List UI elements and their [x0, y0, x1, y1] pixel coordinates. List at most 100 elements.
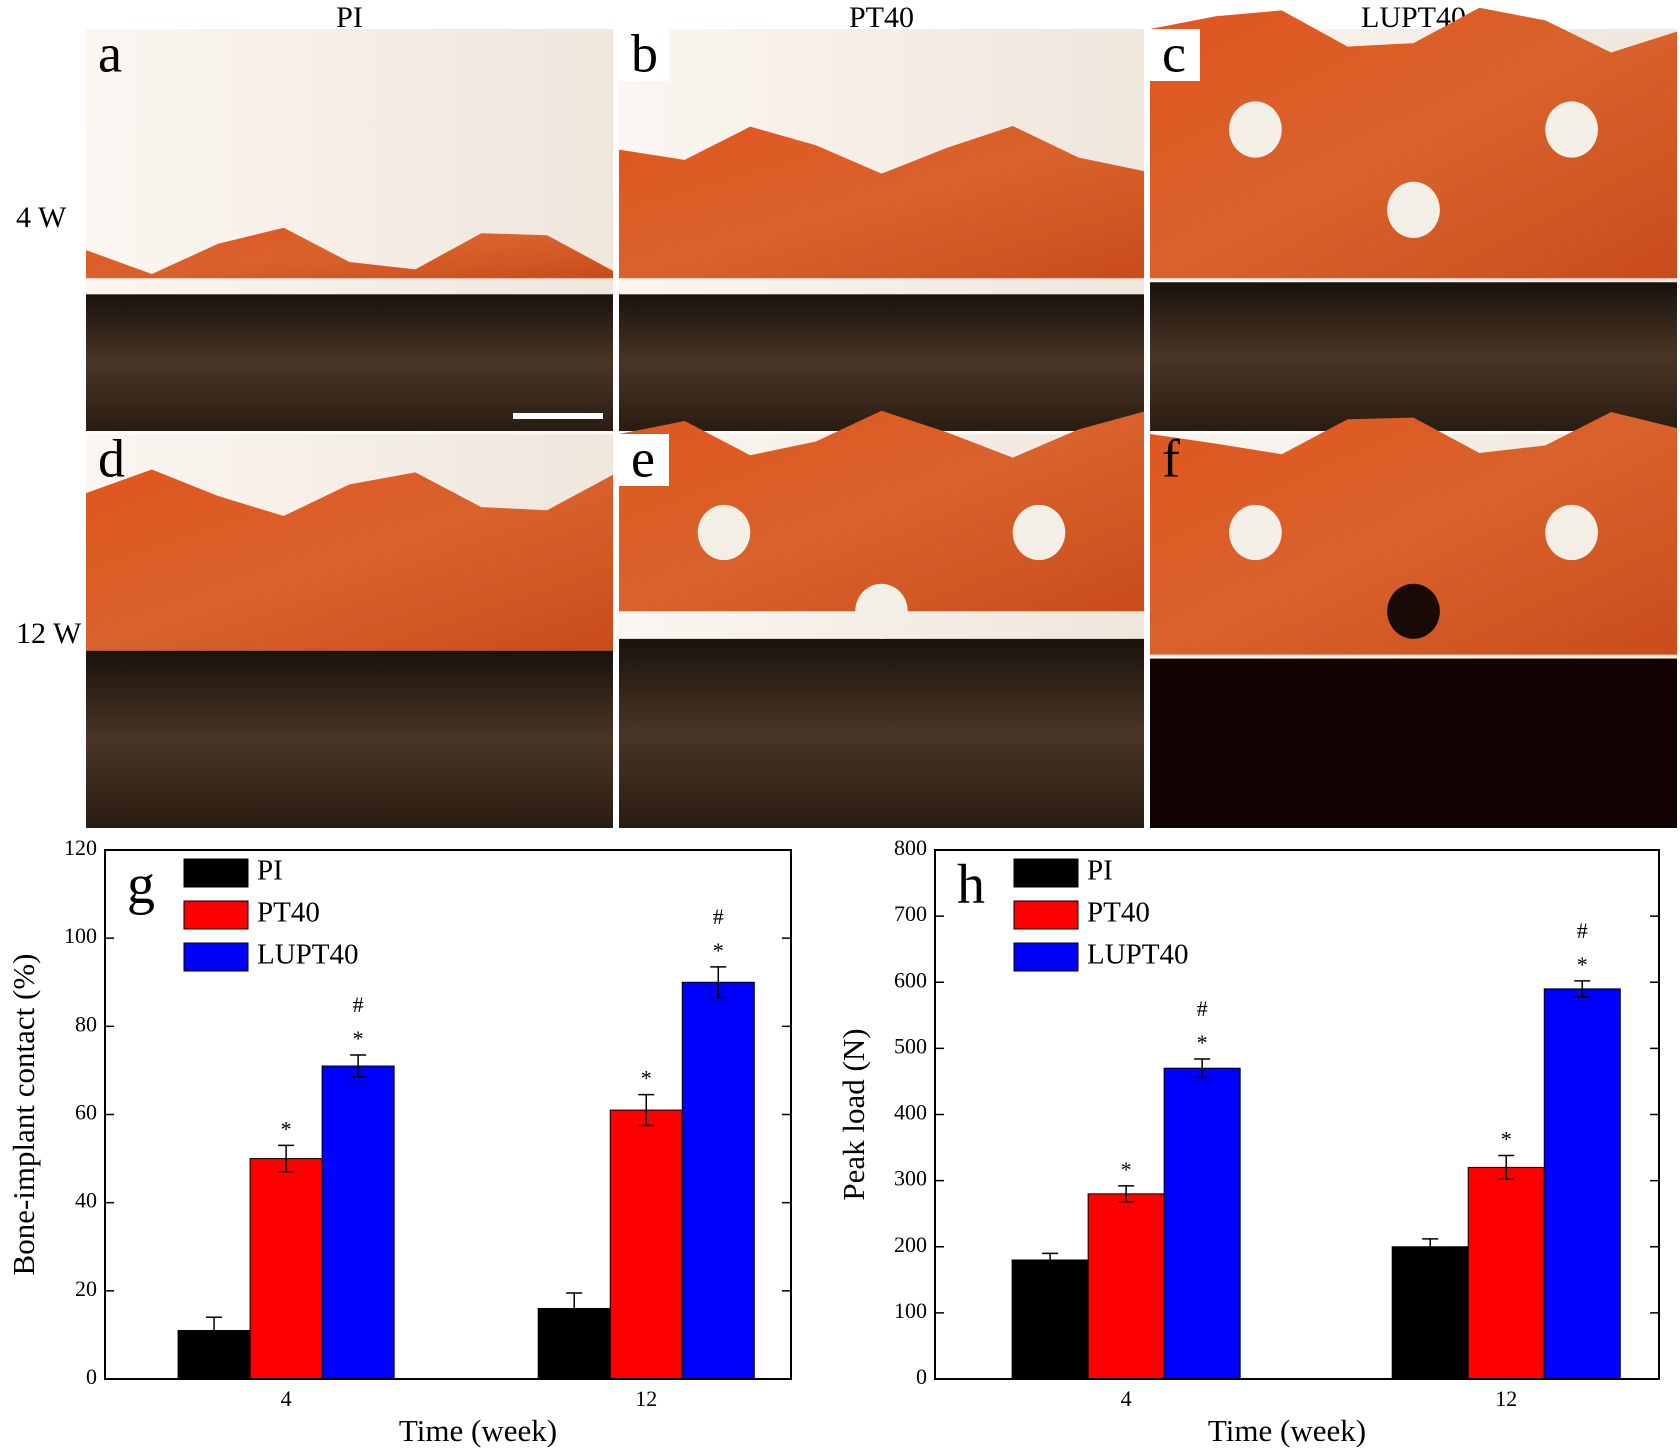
- legend-swatch: [183, 858, 249, 888]
- bar: [1087, 1193, 1165, 1380]
- legend-label: PI: [1087, 855, 1113, 887]
- legend-label: LUPT40: [1087, 939, 1189, 971]
- panel-letter: e: [631, 428, 655, 488]
- y-tick-label: 300: [894, 1166, 927, 1191]
- micrograph-implant: [619, 294, 1144, 431]
- x-tick-label: 4: [1121, 1386, 1132, 1411]
- significance-mark: *: [1197, 1030, 1208, 1055]
- micrograph-cavity: [1012, 504, 1066, 561]
- micrograph: d: [86, 428, 613, 828]
- significance-mark: #: [1577, 918, 1588, 943]
- micrograph-cavity: [1229, 504, 1282, 561]
- y-tick-label: 700: [894, 901, 927, 926]
- micrograph-cavity: [1545, 504, 1598, 561]
- legend-swatch: [183, 942, 249, 972]
- bar-chart: 0 100 200 300 400 500 600 700 800 4 * * #12 * * # Time (…: [836, 835, 1660, 1448]
- y-axis-title: Peak load (N): [836, 1028, 871, 1200]
- micrograph: e: [619, 410, 1144, 828]
- row-header: 12 W: [16, 617, 82, 650]
- panel-label: h: [957, 854, 985, 916]
- micrograph-bone: [86, 227, 613, 279]
- row-header: 4 W: [16, 201, 67, 234]
- micrograph-implant: [86, 650, 613, 828]
- micrograph-cavity: [1545, 101, 1598, 158]
- micrograph-bone: [1150, 7, 1677, 279]
- y-tick-label: 80: [75, 1011, 97, 1036]
- letter-box: [619, 434, 669, 486]
- bar: [321, 1065, 395, 1380]
- significance-mark: *: [353, 1026, 364, 1051]
- y-tick-label: 0: [86, 1364, 97, 1389]
- panel-label: g: [127, 854, 155, 916]
- bar: [1467, 1166, 1545, 1380]
- y-tick-label: 100: [64, 923, 97, 948]
- micrograph-bone: [619, 125, 1144, 279]
- letter-box: [1150, 29, 1200, 81]
- bar: [1543, 988, 1621, 1380]
- x-tick-label: 12: [1495, 1386, 1517, 1411]
- panel-letter: d: [98, 428, 125, 488]
- significance-mark: #: [353, 992, 364, 1017]
- panel-letter: c: [1162, 23, 1186, 83]
- bar: [1163, 1067, 1241, 1380]
- bar: [249, 1158, 323, 1380]
- legend-label: PT40: [1087, 897, 1150, 929]
- y-tick-label: 60: [75, 1100, 97, 1125]
- micrograph-implant: [86, 294, 613, 431]
- legend-label: PI: [257, 855, 283, 887]
- y-tick-label: 600: [894, 967, 927, 992]
- x-tick-label: 12: [635, 1386, 657, 1411]
- letter-box: [619, 29, 669, 81]
- micrograph-bone: [1150, 412, 1677, 655]
- plot-frame: [934, 849, 1660, 1380]
- y-tick-label: 400: [894, 1100, 927, 1125]
- x-axis-title: Time (week): [399, 1413, 557, 1448]
- legend-swatch: [1013, 942, 1079, 972]
- legend-swatch: [1013, 858, 1079, 888]
- micrograph: a: [86, 23, 613, 431]
- y-axis-title: Bone-implant contact (%): [6, 954, 41, 1276]
- significance-mark: #: [713, 904, 724, 929]
- y-tick-label: 200: [894, 1232, 927, 1257]
- bar-chart: 0 20 40 60 80 100 120 4 * * #12 * * # Time (week) Bone-…: [6, 835, 792, 1448]
- significance-mark: *: [713, 938, 724, 963]
- column-header: PI: [336, 1, 363, 34]
- micrograph-implant: [1150, 658, 1677, 828]
- bar: [1391, 1246, 1469, 1380]
- micrograph-cavity: [697, 504, 751, 561]
- micrograph-bone: [619, 410, 1144, 612]
- micrograph-bone: [86, 469, 613, 651]
- micrograph-cavity: [1229, 101, 1282, 158]
- micrograph-implant: [619, 638, 1144, 828]
- micrograph-cavity: [1387, 583, 1440, 639]
- y-tick-label: 500: [894, 1033, 927, 1058]
- significance-mark: *: [1121, 1157, 1132, 1182]
- legend-swatch: [1013, 900, 1079, 930]
- significance-mark: *: [1577, 952, 1588, 977]
- micrograph: b: [619, 23, 1144, 431]
- plot-frame: [104, 849, 792, 1380]
- y-tick-label: 40: [75, 1188, 97, 1213]
- y-tick-label: 0: [916, 1364, 927, 1389]
- y-tick-label: 800: [894, 835, 927, 860]
- legend-swatch: [183, 900, 249, 930]
- legend-label: LUPT40: [257, 939, 359, 971]
- micrograph: c: [1150, 7, 1677, 431]
- y-tick-label: 20: [75, 1276, 97, 1301]
- micrograph-cavity: [1387, 181, 1440, 239]
- y-tick-label: 100: [894, 1298, 927, 1323]
- y-tick-label: 120: [64, 835, 97, 860]
- micrograph: f: [1150, 412, 1677, 828]
- x-axis-title: Time (week): [1208, 1413, 1366, 1448]
- micrograph-cavity: [855, 583, 908, 639]
- legend-label: PT40: [257, 897, 320, 929]
- bar: [609, 1109, 683, 1380]
- significance-mark: *: [281, 1116, 292, 1141]
- panel-letter: b: [631, 23, 658, 83]
- significance-mark: *: [641, 1066, 652, 1091]
- panel-letter: a: [98, 23, 122, 83]
- micrograph-implant: [1150, 282, 1677, 431]
